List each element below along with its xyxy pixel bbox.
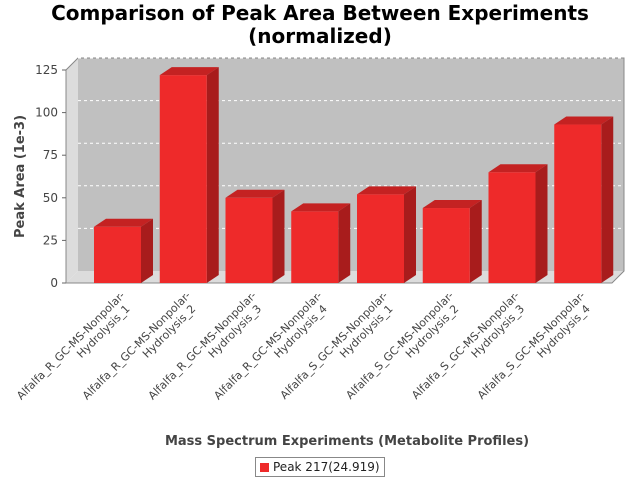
bar-side bbox=[141, 218, 153, 283]
x-axis-title: Mass Spectrum Experiments (Metabolite Pr… bbox=[165, 434, 529, 449]
legend-swatch bbox=[260, 462, 269, 472]
bar-side bbox=[535, 164, 548, 283]
x-tick-label: Alfalfa_R_GC-MS-Nonpolar-Hydrolysis_2 bbox=[80, 289, 198, 402]
bar-top bbox=[225, 189, 285, 198]
bar bbox=[225, 197, 273, 283]
y-tick-label: 25 bbox=[43, 233, 58, 247]
bar bbox=[554, 124, 602, 283]
bar-top bbox=[94, 218, 153, 227]
chart-title-line-1: Comparison of Peak Area Between Experime… bbox=[51, 1, 589, 25]
legend: Peak 217(24.919) bbox=[255, 457, 385, 477]
bar-side bbox=[601, 116, 614, 283]
bar bbox=[291, 211, 339, 283]
y-tick-label: 75 bbox=[43, 148, 58, 162]
bar-side bbox=[206, 67, 219, 283]
chart-title-line-2: (normalized) bbox=[248, 24, 392, 48]
y-tick-label: 125 bbox=[35, 63, 58, 77]
bar-side bbox=[469, 200, 482, 283]
y-tick-label: 0 bbox=[50, 276, 58, 290]
x-tick-label: Alfalfa_R_GC-MS-Nonpolar-Hydrolysis_3 bbox=[146, 289, 264, 402]
bar bbox=[422, 208, 470, 283]
bar bbox=[357, 194, 404, 283]
bar-top bbox=[554, 116, 614, 125]
chart-title: Comparison of Peak Area Between Experime… bbox=[0, 2, 640, 48]
bar-side bbox=[272, 189, 285, 283]
bar-top bbox=[488, 164, 548, 173]
bar-top bbox=[357, 186, 416, 195]
bar bbox=[488, 172, 536, 283]
bar bbox=[159, 75, 207, 283]
y-tick-label: 100 bbox=[35, 106, 58, 120]
legend-label: Peak 217(24.919) bbox=[273, 460, 380, 474]
x-tick-label-line: Alfalfa_R_GC-MS-Nonpolar- bbox=[14, 289, 127, 402]
bar-top bbox=[422, 200, 482, 209]
y-tick-label: 50 bbox=[43, 191, 58, 205]
plot-left-wall bbox=[66, 58, 78, 283]
x-tick-label: Alfalfa_R_GC-MS-Nonpolar-Hydrolysis_1 bbox=[14, 289, 132, 402]
x-tick-label: Alfalfa_R_GC-MS-Nonpolar-Hydrolysis_4 bbox=[211, 289, 329, 402]
bar bbox=[94, 226, 141, 283]
bar-top bbox=[291, 203, 351, 212]
bar-side bbox=[338, 203, 351, 283]
bar-side bbox=[404, 186, 416, 283]
y-axis-title: Peak Area (1e-3) bbox=[13, 115, 28, 238]
bar-top bbox=[159, 67, 219, 76]
